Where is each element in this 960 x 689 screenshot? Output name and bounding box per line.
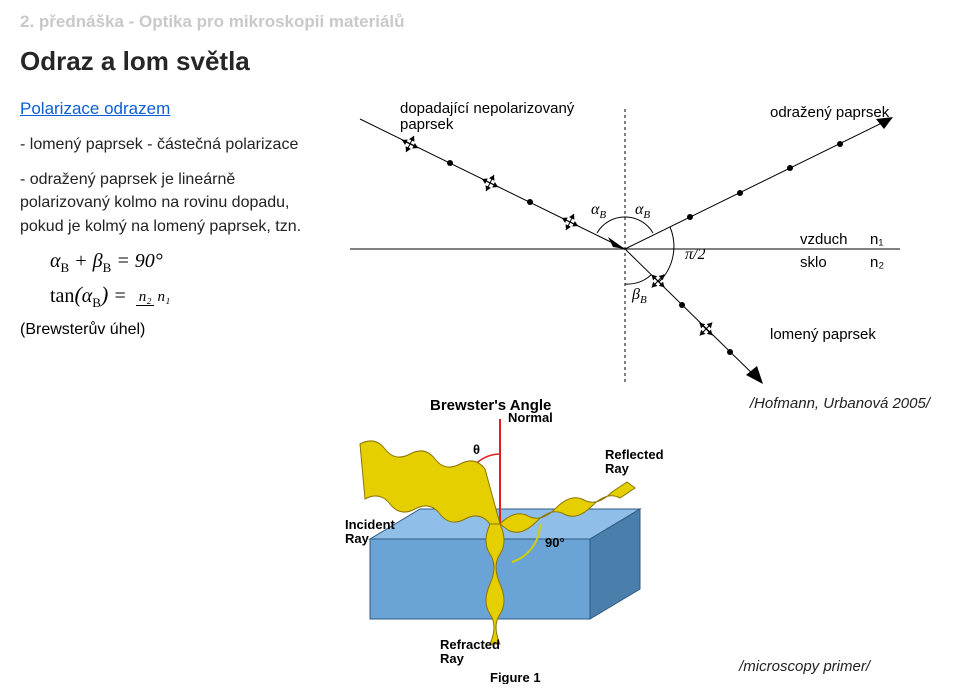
brewster-label: (Brewsterův úhel) [20,321,340,339]
equation-2: tan(αB) = n₂n₁ [50,282,340,311]
fig-label-figure: Figure 1 [490,670,541,684]
paragraph-1: - lomený paprsek - částečná polarizace [20,133,320,156]
diagram-label-reflected: odražený paprsek [770,104,890,121]
fig-title: Brewster's Angle [430,397,551,414]
page-title: Odraz a lom světla [20,46,940,77]
polarization-diagram: dopadající nepolarizovanýpaprsek odražen… [340,99,910,389]
diagram-label-incident: dopadající nepolarizovanýpaprsek [400,100,575,133]
equation-1: αB + βB = 90° [50,250,340,276]
brewster-figure: Normal θ 90° Brewster's Angle ReflectedR… [340,394,690,684]
diagram-label-n1: n₁ [870,231,883,248]
diagram-label-air: vzduch [800,231,848,248]
diagram-label-refracted: lomený paprsek [770,326,876,343]
diagram-label-betaB: βB [631,286,647,306]
diagram-label-pi2: π/2 [685,246,705,263]
diagram-label-glass: sklo [800,254,827,271]
diagram-label-n2: n₂ [870,254,884,271]
credit-primer: /microscopy primer/ [739,658,870,675]
section-heading: Polarizace odrazem [20,99,340,119]
fig-label-reflected: ReflectedRay [605,447,664,476]
fig-label-refracted: RefractedRay [440,637,500,666]
fig-label-90: 90° [545,535,565,550]
lecture-header: 2. přednáška - Optika pro mikroskopii ma… [20,12,940,32]
diagram-label-alphaBr: αB [635,201,650,221]
diagram-label-alphaBl: αB [591,201,606,221]
fig-label-theta: θ [473,442,480,457]
credit-hofmann: /Hofmann, Urbanová 2005/ [750,395,930,412]
paragraph-2: - odražený paprsek je lineárně polarizov… [20,168,320,238]
